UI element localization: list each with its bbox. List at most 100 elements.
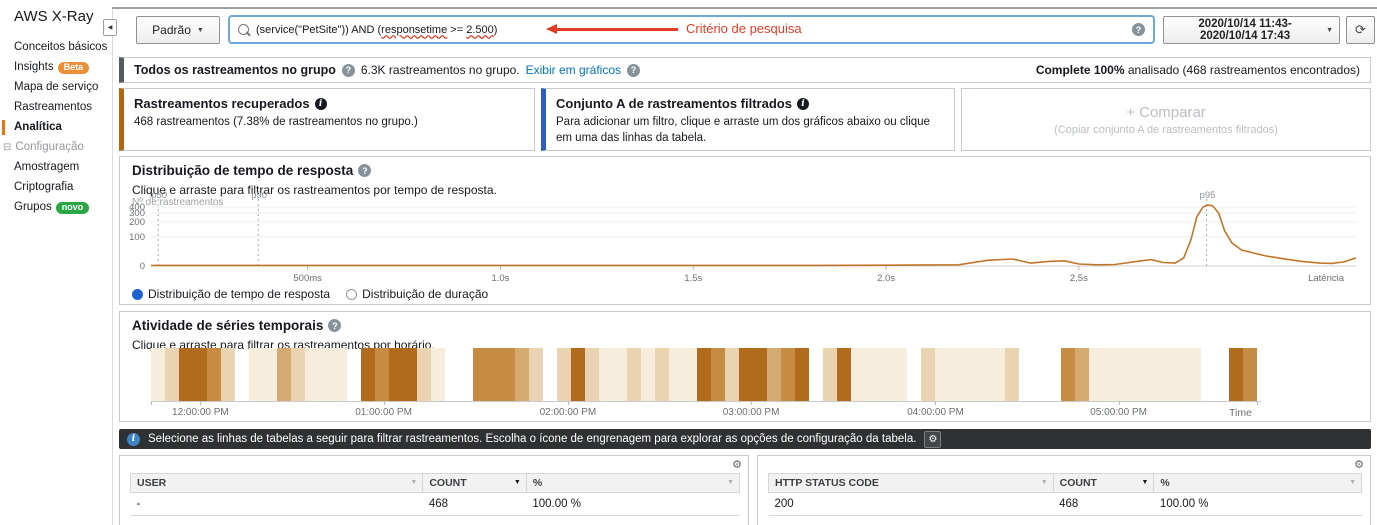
data-table: USER ▼ COUNT ▼% ▼ -468 100.00 % [129,473,741,516]
x-axis-ticks: 500ms 1.0s 1.5s 2.0s 2.5s Latência [151,273,1356,285]
heatmap-cell [837,348,851,401]
column-label: HTTP STATUS CODE [775,477,879,489]
heatmap-cell [571,348,585,401]
heatmap-cell [921,348,935,401]
percentile-label-p95: p95 [1199,190,1216,201]
sidebar: AWS X-Ray Conceitos básicos Insights Beta M… [0,0,112,525]
sidebar-collapse-button[interactable]: ◀ [103,19,117,36]
compare-sublabel: (Copiar conjunto A de rastreamentos filt… [1054,123,1278,136]
column-header-http-status-code[interactable]: HTTP STATUS CODE ▼ [768,473,1054,493]
app-title: AWS X-Ray [14,8,94,25]
x-tick-label: 500ms [293,273,322,284]
y-tick-label: 100 [129,232,145,243]
heatmap-cell [1159,348,1173,401]
heatmap-cell [655,348,669,401]
summary-title: Todos os rastreamentos no grupo [134,63,336,77]
heatmap-cell [711,348,725,401]
gear-icon[interactable]: ⚙ [732,459,742,471]
radio-unselected-icon [346,288,358,300]
percentile-labels: p50 p90 p95 [151,190,1356,201]
sort-caret-icon[interactable]: ▼ [410,479,418,486]
summary-count: 6.3K rastreamentos no grupo. [360,63,520,77]
heatmap-cell [277,348,291,401]
heatmap-cell [585,348,599,401]
sidebar-item-criptografia[interactable]: Criptografia [14,178,112,197]
sidebar-item-insights[interactable]: Insights Beta [14,58,112,77]
help-icon[interactable]: ? [627,63,641,77]
heatmap-cell [879,348,893,401]
sidebar-item-grupos[interactable]: Grupos novo [14,198,112,217]
gear-icon[interactable]: ⚙ [1354,459,1364,471]
compare-button[interactable]: + Comparar (Copiar conjunto A de rastrea… [961,88,1371,151]
retrieved-traces-card: Rastreamentos recuperados i 468 rastreame… [119,88,535,151]
sidebar-item-configuracao[interactable]: ⊟ Configuração [3,138,112,157]
column-label: % [532,477,543,489]
help-icon[interactable]: ? [341,63,355,77]
heatmap-cell [249,348,263,401]
http-status-table-panel: ⚙ HTTP STATUS CODE ▼ COUNT ▼% ▼ 200 468 100.00 … [757,455,1371,525]
heatmap-cell [487,348,501,401]
heatmap-cell [599,348,613,401]
sort-caret-icon[interactable]: ▼ [1349,479,1356,486]
help-icon[interactable]: ? [1132,23,1145,36]
sidebar-item-label: Analítica [14,121,62,133]
response-time-chart[interactable] [151,197,1357,271]
refresh-button[interactable]: ⟳ [1346,16,1375,44]
card-title: Rastreamentos recuperados i [134,96,524,111]
info-icon[interactable]: i [796,97,809,110]
radio-distribuicao-de-duracao[interactable]: Distribuição de duração [346,287,488,301]
sort-caret-icon[interactable]: ▼ [1141,479,1149,486]
column-header-[interactable]: % ▼ [525,473,741,493]
heatmap-cell [697,348,711,401]
user-table-panel: ⚙ USER ▼ COUNT ▼% ▼ -468 100.00 % [119,455,749,525]
table-row[interactable]: -468 100.00 % [130,492,740,516]
group-preset-dropdown[interactable]: Padrão ▼ [136,16,220,44]
chevron-down-icon: ▼ [1326,26,1333,34]
column-header-count[interactable]: COUNT ▼ [422,473,527,493]
heatmap-cell [669,348,683,401]
sidebar-item-amostragem[interactable]: Amostragem [14,158,112,177]
y-tick-label: 0 [139,261,145,272]
sidebar-item-label: Insights [14,61,54,73]
help-icon[interactable]: ? [328,319,342,332]
heatmap-cell [683,348,697,401]
heatmap-cell [305,348,319,401]
help-icon[interactable]: ? [358,164,372,177]
column-header-count[interactable]: COUNT ▼ [1052,473,1155,493]
date-range-picker[interactable]: 2020/10/14 11:43-2020/10/14 17:43 ▼ [1163,16,1340,44]
radio-label: Distribuição de tempo de resposta [148,287,331,301]
sidebar-item-analitica[interactable]: Analítica [2,118,112,137]
column-label: COUNT [1059,477,1097,489]
heatmap-cell [473,348,487,401]
heatmap-cell [613,348,627,401]
search-input[interactable]: (service("PetSite")) AND (responsetime >… [228,15,1155,44]
heatmap-cell [179,348,193,401]
radio-distribuicao-de-tempo-de-resposta[interactable]: Distribuição de tempo de resposta [132,287,330,301]
sort-caret-icon[interactable]: ▼ [513,479,521,486]
sidebar-item-rastreamentos[interactable]: Rastreamentos [14,98,112,117]
card-body: Para adicionar um filtro, clique e arras… [556,116,930,144]
x-tick-label: 1.5s [684,273,703,284]
table-row[interactable]: 200 468 100.00 % [768,492,1362,516]
sort-caret-icon[interactable]: ▼ [1040,479,1048,486]
traces-summary-bar: Todos os rastreamentos no grupo ? 6.3K r… [119,57,1371,83]
column-label: USER [137,477,167,489]
info-icon: i [127,432,140,446]
show-in-charts-link[interactable]: Exibir em gráficos [525,63,622,77]
sort-caret-icon[interactable]: ▼ [727,479,734,486]
heatmap-cell [977,348,991,401]
table-header-row: USER ▼ COUNT ▼% ▼ [129,473,741,493]
sidebar-item-conceitos-basicos[interactable]: Conceitos básicos [14,38,112,57]
info-icon[interactable]: i [314,97,327,110]
column-header-[interactable]: % ▼ [1153,473,1362,493]
gear-icon[interactable]: ⚙ [924,430,942,448]
sidebar-item-mapa-de-servico[interactable]: Mapa de serviço [14,78,112,97]
refresh-icon: ⟳ [1355,22,1366,37]
search-icon [238,24,249,35]
heatmap-cell [207,348,221,401]
time-series-heatmap[interactable] [151,348,1356,401]
column-header-user[interactable]: USER ▼ [129,473,424,493]
sidebar-item-label: Amostragem [14,161,80,173]
time-tick-label: 01:00:00 PM [355,407,412,418]
